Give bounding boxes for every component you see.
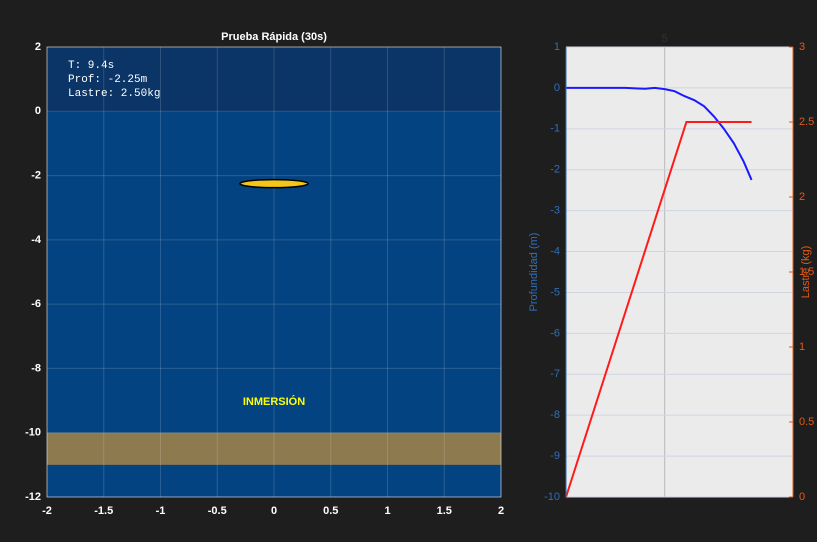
info-text: T: 9.4s [68,60,114,72]
x-tick-label: -0.5 [208,505,227,517]
y-tick-label: -6 [550,327,560,339]
y-tick-label: -3 [550,205,560,217]
status-label: INMERSIÓN [243,395,305,408]
y-axis-label: Profundidad (m) [528,233,540,312]
info-text: Prof: -2.25m [68,74,148,86]
y-tick-label: -7 [550,368,560,380]
y2-tick-label: 1 [799,341,805,353]
chart-title: Prueba Rápida (30s) [221,31,327,43]
y2-tick-label: 0.5 [799,416,814,428]
x-tick-label: 0.5 [323,505,338,517]
x-tick-label: 2 [498,505,504,517]
y-tick-label: -9 [550,450,560,462]
y2-tick-label: 2 [799,191,805,203]
x-tick-label: 1.5 [437,505,452,517]
y2-tick-label: 0 [799,491,805,503]
y-tick-label: -2 [31,169,41,181]
y-tick-label: 0 [35,105,41,117]
y-tick-label: 1 [554,41,560,53]
x-tick-label: -2 [42,505,52,517]
plot-area [566,47,793,497]
y2-tick-label: 2.5 [799,116,814,128]
y-tick-label: -10 [544,491,560,503]
x-tick-label: 0 [271,505,277,517]
y-tick-label: -8 [31,362,41,374]
y-tick-label: 2 [35,41,41,53]
y2-tick-label: 3 [799,41,805,53]
y-tick-label: -6 [31,298,41,310]
y-tick-label: 0 [554,82,560,94]
y-tick-label: -8 [550,409,560,421]
y-tick-label: -1 [550,123,560,135]
y-tick-label: -5 [550,286,560,298]
y-tick-label: -4 [31,234,42,246]
figure: Prueba Rápida (30s) Profundidad (m) Last… [0,0,817,542]
x-tick-label: 5 [662,33,668,45]
y-tick-label: -12 [25,491,41,503]
x-tick-label: -1.5 [94,505,113,517]
x-tick-label: 1 [384,505,390,517]
info-text: Lastre: 2.50kg [68,88,160,100]
y-tick-label: -10 [25,427,41,439]
x-tick-label: -1 [156,505,166,517]
y-tick-label: -2 [550,164,560,176]
boat [240,180,308,188]
y2-tick-label: 1.5 [799,266,814,278]
y-tick-label: -4 [550,245,560,257]
